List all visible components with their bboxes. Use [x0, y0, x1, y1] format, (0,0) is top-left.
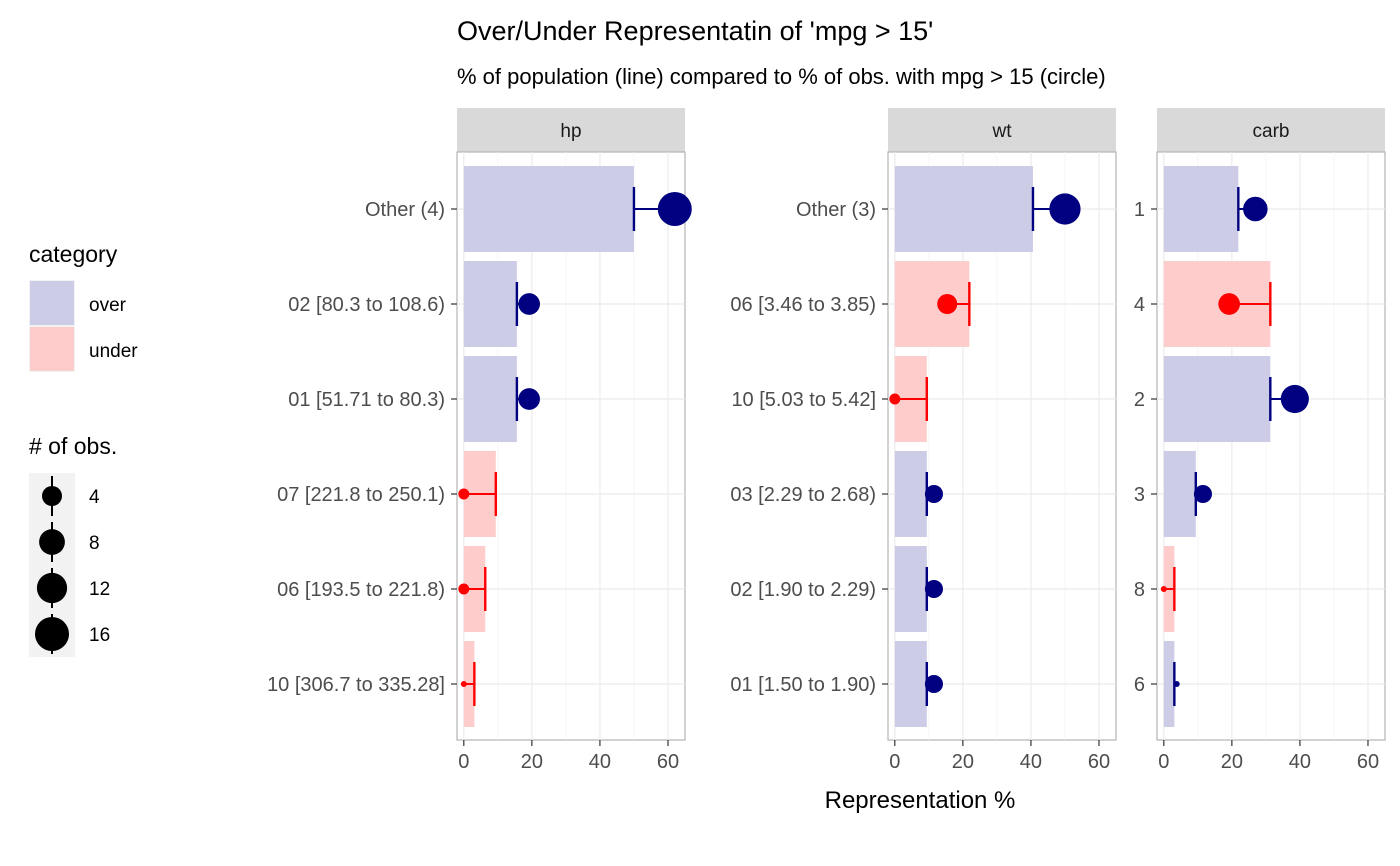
x-tick-label: 0 [1158, 751, 1169, 773]
obs-point [1243, 196, 1268, 222]
y-tick-label: 02 [80.3 to 108.6) [288, 294, 445, 316]
legend-label-over: over [89, 295, 127, 316]
facet-strip [888, 108, 1116, 152]
facet-panels: hp Other (4) 02 [80.3 to 108.6) 01 [51.71 t… [267, 108, 1386, 773]
y-tick-label: 4 [1134, 294, 1145, 316]
x-tick-label: 20 [952, 751, 974, 773]
bar-wt-3 [894, 451, 927, 537]
bar-wt-0 [894, 166, 1033, 252]
y-tick-label: 10 [5.03 to 5.42] [731, 389, 876, 411]
y-tick-label: 10 [306.7 to 335.28] [267, 674, 445, 696]
bar-carb-3 [1163, 451, 1196, 537]
y-tick-label: 06 [193.5 to 221.8) [277, 579, 445, 601]
legend-size-point [39, 529, 65, 555]
obs-point [924, 674, 944, 694]
obs-point [937, 294, 958, 314]
bar-wt-4 [894, 546, 927, 632]
obs-point [458, 583, 470, 595]
bar-hp-2 [463, 356, 517, 442]
legend-size-point [35, 617, 69, 651]
y-tick-label: 6 [1134, 674, 1145, 696]
facet-strip [1157, 108, 1385, 152]
x-tick-label: 60 [1088, 751, 1110, 773]
obs-point [1280, 384, 1309, 414]
legend-size-title: # of obs. [29, 433, 117, 459]
obs-point [924, 579, 944, 599]
x-tick-label: 60 [657, 751, 679, 773]
y-tick-label: 01 [1.50 to 1.90) [730, 674, 876, 696]
obs-point [518, 388, 540, 410]
bar-carb-2 [1163, 356, 1271, 442]
facet-strip-label: carb [1253, 121, 1290, 142]
y-tick-label: 1 [1134, 199, 1145, 221]
legend-label-under: under [89, 341, 138, 362]
legend-size-label: 12 [89, 579, 110, 600]
x-tick-label: 0 [458, 751, 469, 773]
facet-strip-label: wt [992, 121, 1013, 142]
legend-category-title: category [29, 241, 118, 267]
legend-size-label: 4 [89, 487, 100, 508]
obs-point [460, 681, 467, 687]
x-tick-label: 40 [1289, 751, 1311, 773]
y-tick-label: 06 [3.46 to 3.85) [730, 294, 876, 316]
y-tick-label: Other (4) [365, 199, 445, 221]
x-tick-label: 0 [889, 751, 900, 773]
x-axis-title: Representation % [825, 787, 1016, 814]
legend-size-label: 16 [89, 625, 110, 646]
bar-hp-0 [463, 166, 634, 252]
obs-point [657, 192, 692, 226]
obs-point [518, 293, 540, 315]
facet-panel-wt: wt Other (3) 06 [3.46 to 3.85) 10 [5.03 to … [730, 108, 1117, 773]
obs-point [889, 393, 901, 405]
facet-panel-hp: hp Other (4) 02 [80.3 to 108.6) 01 [51.71 t… [267, 108, 692, 773]
legend-size-label: 8 [89, 533, 100, 554]
bar-hp-1 [463, 261, 517, 347]
bar-wt-5 [894, 641, 927, 727]
x-tick-label: 20 [1221, 751, 1243, 773]
x-tick-label: 60 [1357, 751, 1379, 773]
bar-carb-0 [1163, 166, 1239, 252]
obs-point [458, 488, 470, 500]
obs-point [1193, 484, 1213, 504]
facet-strip [457, 108, 685, 152]
y-tick-label: 3 [1134, 484, 1145, 506]
y-tick-label: 01 [51.71 to 80.3) [288, 389, 445, 411]
y-tick-label: 03 [2.29 to 2.68) [730, 484, 876, 506]
y-tick-label: 8 [1134, 579, 1145, 601]
legend-key-under [30, 327, 74, 371]
y-tick-label: Other (3) [796, 199, 876, 221]
obs-point [924, 484, 944, 504]
obs-point [1173, 681, 1180, 687]
x-tick-label: 40 [589, 751, 611, 773]
obs-point [1218, 293, 1240, 315]
legend-size-point [36, 572, 68, 604]
y-tick-label: 02 [1.90 to 2.29) [730, 579, 876, 601]
legend-key-over [30, 281, 74, 325]
legend: category # of obs. over under 4 8 12 16 [29, 241, 138, 657]
legend-size-point [42, 486, 62, 506]
obs-point [1160, 586, 1167, 592]
chart-title: Over/Under Representatin of 'mpg > 15' [457, 16, 933, 46]
bar-carb-5 [1163, 641, 1175, 727]
y-tick-label: 07 [221.8 to 250.1) [277, 484, 445, 506]
x-tick-label: 40 [1020, 751, 1042, 773]
facet-strip-label: hp [560, 121, 581, 142]
chart-subtitle: % of population (line) compared to % of … [457, 64, 1106, 89]
y-tick-label: 2 [1134, 389, 1145, 411]
obs-point [1049, 193, 1081, 225]
x-tick-label: 20 [521, 751, 543, 773]
